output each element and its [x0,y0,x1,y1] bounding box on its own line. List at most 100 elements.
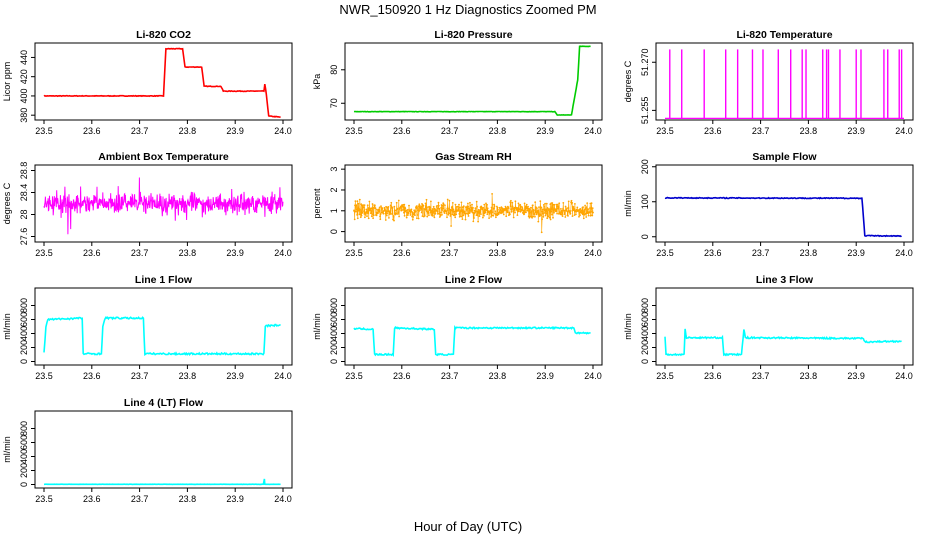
plot-frame [655,164,914,243]
data-point [551,213,553,216]
y-tick-label: 200 [640,340,650,355]
data-point [523,213,526,215]
data-point [525,211,527,214]
x-tick-label: 23.9 [847,126,865,136]
data-point [444,204,446,207]
data-point [563,211,566,214]
data-point [429,209,432,212]
data-point [497,208,499,211]
data-point [484,211,487,214]
data-point [414,210,417,213]
data-point [372,217,374,220]
data-point [472,207,474,209]
x-tick-label: 23.9 [226,371,244,381]
data-point [527,215,530,218]
series-group [43,47,281,118]
x-tick-label: 23.8 [800,126,818,136]
data-point [418,203,421,206]
data-point [396,207,399,210]
data-point [361,211,364,214]
data-point [474,207,477,210]
data-point [433,216,436,219]
figure-title: NWR_150920 1 Hz Diagnostics Zoomed PM [339,2,596,17]
y-tick-label: 100 [640,194,650,209]
data-point [425,198,428,201]
series-group [664,328,902,357]
data-point [571,215,574,218]
data-point [448,207,450,210]
data-point [437,207,439,210]
data-point [485,209,488,212]
y-tick-label: 400 [19,326,29,341]
data-point [466,213,469,215]
data-point [426,215,429,218]
panel-3: Ambient Box Temperature 23.5 23.6 23.7 23.8 2… [2,151,293,258]
data-point [412,213,415,216]
x-tick-label: 23.9 [847,371,865,381]
y-tick-label: 380 [19,108,29,123]
data-point [381,207,384,210]
data-point [433,210,435,213]
x-tick-label: 23.7 [131,248,149,258]
data-point [386,212,389,215]
series-group [665,49,904,119]
data-point [362,204,365,207]
data-point [454,216,457,219]
data-point [366,210,369,213]
data-point [447,209,449,211]
y-tick-label: 0 [640,234,650,239]
data-point [416,217,418,220]
x-tick-label: 23.5 [345,248,363,258]
data-point [446,216,448,219]
data-point [355,204,358,207]
data-point [564,216,567,218]
series-line [353,45,591,116]
data-point [505,215,508,218]
figure-x-axis-label: Hour of Day (UTC) [414,519,522,534]
data-point [510,199,512,202]
data-point [580,209,583,212]
data-point [491,203,494,206]
data-point [463,210,466,213]
data-point [423,213,426,216]
y-tick-label: 3 [329,167,339,172]
x-tick-label: 23.8 [489,371,507,381]
series-line [43,316,281,357]
data-point [491,193,493,195]
data-point [488,212,491,215]
data-point [397,212,400,214]
data-point [569,212,572,215]
data-point [416,214,419,216]
data-point [578,215,580,218]
data-point [478,209,480,212]
data-point [567,200,570,203]
data-point [395,212,398,215]
y-tick-label: 28.4 [19,184,29,202]
x-tick-label: 23.7 [752,126,770,136]
data-point [399,205,402,208]
series-line [43,177,284,235]
data-point [592,211,594,214]
data-point [542,212,544,215]
x-tick-label: 24.0 [584,248,602,258]
data-point [441,213,443,216]
data-point [541,218,543,221]
data-point [496,206,499,209]
data-point [566,210,569,213]
data-point [439,214,442,217]
data-point [379,215,381,218]
data-point [482,216,484,219]
data-point [366,215,368,218]
data-point [423,215,426,217]
data-point [465,207,468,209]
data-point [525,203,528,206]
data-point [434,212,437,215]
data-point [449,215,452,217]
data-point [560,208,562,210]
data-point [376,208,378,211]
data-point [512,216,515,219]
data-point [460,201,463,204]
y-tick-label: 0 [19,359,29,364]
data-point [431,209,433,212]
data-point [457,205,459,208]
